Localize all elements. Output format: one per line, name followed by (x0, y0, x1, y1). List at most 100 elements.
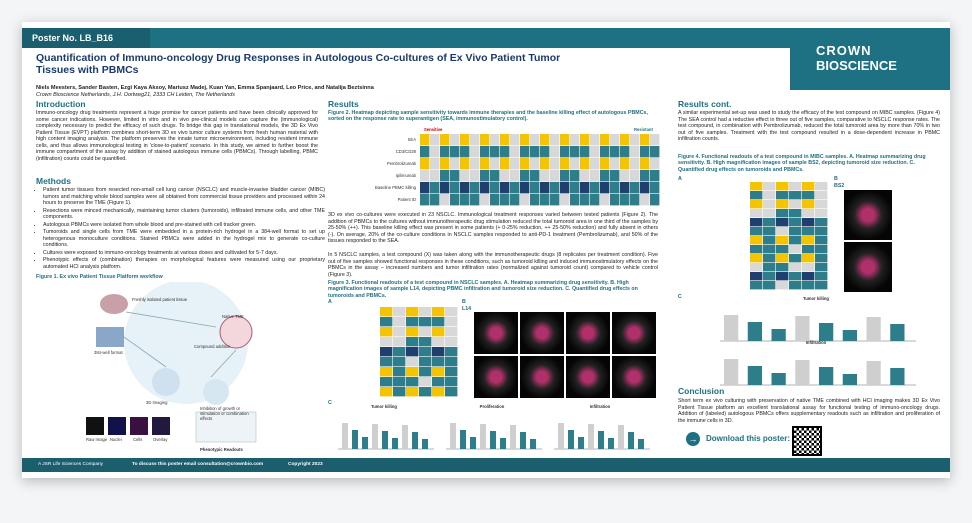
heatmap-cell (450, 158, 460, 170)
heatmap-cell (490, 170, 500, 182)
footer-text: To discuss this poster email consultatio… (132, 462, 264, 467)
panel-label: C (328, 400, 332, 406)
heatmap-cell (419, 307, 432, 317)
heatmap-cell (406, 357, 419, 367)
heatmap-cell (480, 182, 490, 194)
box (795, 316, 810, 341)
heatmap-cell (432, 387, 445, 397)
heatmap-cell (393, 377, 406, 387)
heatmap-cell (600, 182, 610, 194)
heatmap-cell (406, 327, 419, 337)
row-label: Ipilimumab (395, 173, 416, 178)
heatmap-cell (380, 327, 393, 337)
heatmap-cell (500, 170, 510, 182)
box (520, 432, 526, 449)
heatmap-cell (540, 158, 550, 170)
heatmap-cell (763, 263, 776, 272)
heatmap-cell (480, 158, 490, 170)
heatmap-cell (640, 134, 650, 146)
heatmap-cell (530, 158, 540, 170)
heatmap-cell (815, 182, 828, 191)
heatmap-cell (560, 194, 570, 206)
heatmap-cell (380, 347, 393, 357)
heatmap-cell (540, 194, 550, 206)
heatmap-cell (380, 337, 393, 347)
header-band (22, 28, 950, 48)
heatmap-cell (776, 254, 789, 263)
heatmap-cell (445, 357, 458, 367)
heatmap-cell (815, 245, 828, 254)
qr-code[interactable] (792, 426, 822, 456)
box (402, 425, 408, 449)
heatmap-cell (445, 377, 458, 387)
heatmap-cell (815, 263, 828, 272)
heatmap-cell (650, 158, 660, 170)
heatmap-cell (470, 182, 480, 194)
heatmap-cell (406, 337, 419, 347)
heatmap-cell (420, 158, 430, 170)
heatmap-cell (380, 377, 393, 387)
row-label: SEA (407, 137, 416, 142)
heatmap-cell (419, 387, 432, 397)
bullet: Resections were minced mechanically, mai… (43, 208, 325, 221)
heatmap-cell (750, 218, 763, 227)
heatmap-cell (406, 367, 419, 377)
heatmap-cell (789, 263, 802, 272)
diagram-label: Native TME (222, 314, 244, 319)
heatmap-cell (815, 200, 828, 209)
heatmap-cell (420, 134, 430, 146)
section-heading: Results cont. (678, 99, 732, 109)
box (530, 439, 536, 449)
box (382, 431, 388, 449)
heatmap-cell (480, 146, 490, 158)
sample-label: L14 (462, 306, 472, 312)
heatmap-cell (430, 158, 440, 170)
box (638, 439, 644, 449)
heatmap-cell (750, 200, 763, 209)
heatmap-cell (802, 236, 815, 245)
heatmap-cell (600, 158, 610, 170)
micrograph (844, 190, 892, 240)
logo-block: CROWN BIOSCIENCE (790, 28, 950, 90)
heatmap-cell (445, 307, 458, 317)
box (795, 360, 810, 385)
heatmap-cell (500, 182, 510, 194)
heatmap-cell (560, 134, 570, 146)
heatmap-cell (650, 194, 660, 206)
heatmap-cell (380, 367, 393, 377)
heatmap-cell (610, 158, 620, 170)
micrograph (844, 242, 892, 292)
box (450, 423, 456, 449)
heatmap-cell (440, 134, 450, 146)
paragraph: Short term ex vivo culturing with preser… (678, 398, 940, 424)
heatmap-cell (406, 347, 419, 357)
heatmap-cell (520, 134, 530, 146)
heatmap-cell (763, 191, 776, 200)
heatmap-cell (480, 170, 490, 182)
box (372, 424, 378, 449)
heatmap-cell (550, 146, 560, 158)
heatmap-cell (750, 254, 763, 263)
heatmap-cell (590, 134, 600, 146)
heatmap-cell (520, 182, 530, 194)
heatmap-cell (406, 307, 419, 317)
heatmap-label: Resistant (634, 127, 653, 132)
heatmap-cell (419, 357, 432, 367)
download-icon[interactable]: → (686, 432, 700, 446)
chart-panel: Infiltration (550, 404, 650, 456)
diagram-label: Raw Image (86, 437, 108, 442)
heatmap-cell (750, 191, 763, 200)
heatmap-cell (380, 317, 393, 327)
download-text[interactable]: Download this poster: (706, 434, 790, 443)
heatmap-cell (530, 146, 540, 158)
heatmap-cell (620, 134, 630, 146)
chart (554, 423, 650, 450)
paragraph: In 5 NSCLC samples, a test compound (X) … (328, 252, 658, 278)
chart (720, 359, 916, 386)
heatmap-cell (580, 194, 590, 206)
logo-text: BIOSCIENCE (816, 58, 897, 73)
heatmap-cell (432, 307, 445, 317)
poster-number: Poster No. LB_B16 (22, 28, 150, 48)
heatmap-cell (590, 182, 600, 194)
bullet-list: Patient tumor tissues from resected non-… (36, 187, 325, 271)
